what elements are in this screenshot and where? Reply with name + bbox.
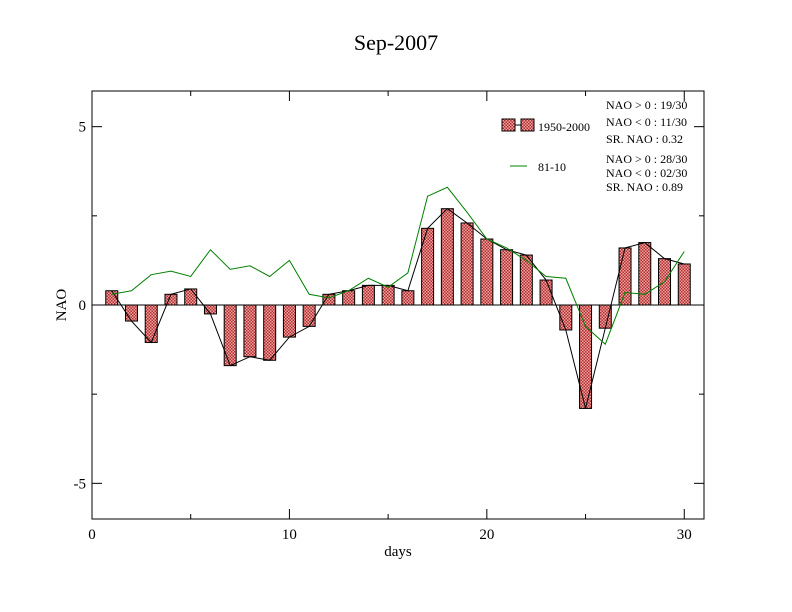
legend-swatch-1950-2000-b (520, 118, 535, 132)
bar-day-15 (381, 284, 395, 306)
legend-swatch-1950-2000 (501, 118, 516, 132)
bar-day-10 (282, 304, 296, 338)
bar-day-6 (203, 304, 217, 315)
bar-day-23 (539, 279, 553, 306)
legend-stat-8110-negative: NAO < 0 : 02/30 (606, 166, 687, 180)
bar-day-11 (302, 304, 316, 327)
series-81-10-polyline (111, 186, 685, 346)
bar-day-27 (618, 247, 632, 306)
y-axis-label: NAO (54, 289, 70, 322)
legend-stat-8110-positive: NAO > 0 : 28/30 (606, 152, 687, 166)
bar-day-18 (440, 208, 454, 306)
bar-day-19 (460, 222, 474, 306)
x-tick-label: 10 (282, 527, 297, 543)
bar-day-8 (243, 304, 257, 358)
bar-day-2 (124, 304, 138, 322)
bar-day-24 (559, 304, 573, 331)
bar-day-30 (677, 263, 691, 306)
bar-day-7 (223, 304, 237, 367)
legend-label-81-10: 81-10 (538, 160, 566, 174)
bar-day-14 (361, 284, 375, 306)
series-1950-2000-line (111, 208, 685, 409)
x-axis: 0 10 20 30 (88, 91, 692, 543)
legend-stat-8110-sr: SR. NAO : 0.89 (606, 180, 683, 194)
y-tick-label: 5 (79, 120, 87, 136)
bar-day-21 (500, 249, 514, 306)
bar-day-5 (184, 288, 198, 306)
bar-day-9 (263, 304, 277, 361)
chart-title: Sep-2007 (354, 30, 438, 55)
legend-stat-1950-positive: NAO > 0 : 19/30 (606, 98, 687, 112)
x-tick-label: 20 (479, 527, 494, 543)
legend: 1950-2000 81-10 NAO > 0 : 19/30 NAO < 0 … (501, 98, 687, 194)
bar-day-28 (638, 242, 652, 306)
x-tick-label: 0 (88, 527, 96, 543)
legend-label-1950-2000: 1950-2000 (538, 120, 590, 134)
legend-stat-1950-sr: SR. NAO : 0.32 (606, 132, 683, 146)
bar-day-3 (144, 304, 158, 343)
bar-day-17 (421, 227, 435, 306)
legend-stat-1950-negative: NAO < 0 : 11/30 (606, 115, 687, 129)
bar-day-20 (480, 238, 494, 306)
bar-day-26 (598, 304, 612, 329)
series-81-10-line (111, 186, 685, 346)
x-axis-label: days (384, 544, 412, 560)
y-tick-label: -5 (74, 476, 87, 492)
bar-series-line (111, 208, 685, 409)
bar-day-22 (519, 254, 533, 306)
bar-series (105, 208, 691, 409)
x-tick-label: 30 (677, 527, 692, 543)
bar-day-13 (342, 290, 356, 306)
bar-day-16 (401, 290, 415, 306)
y-tick-label: 0 (79, 298, 87, 314)
